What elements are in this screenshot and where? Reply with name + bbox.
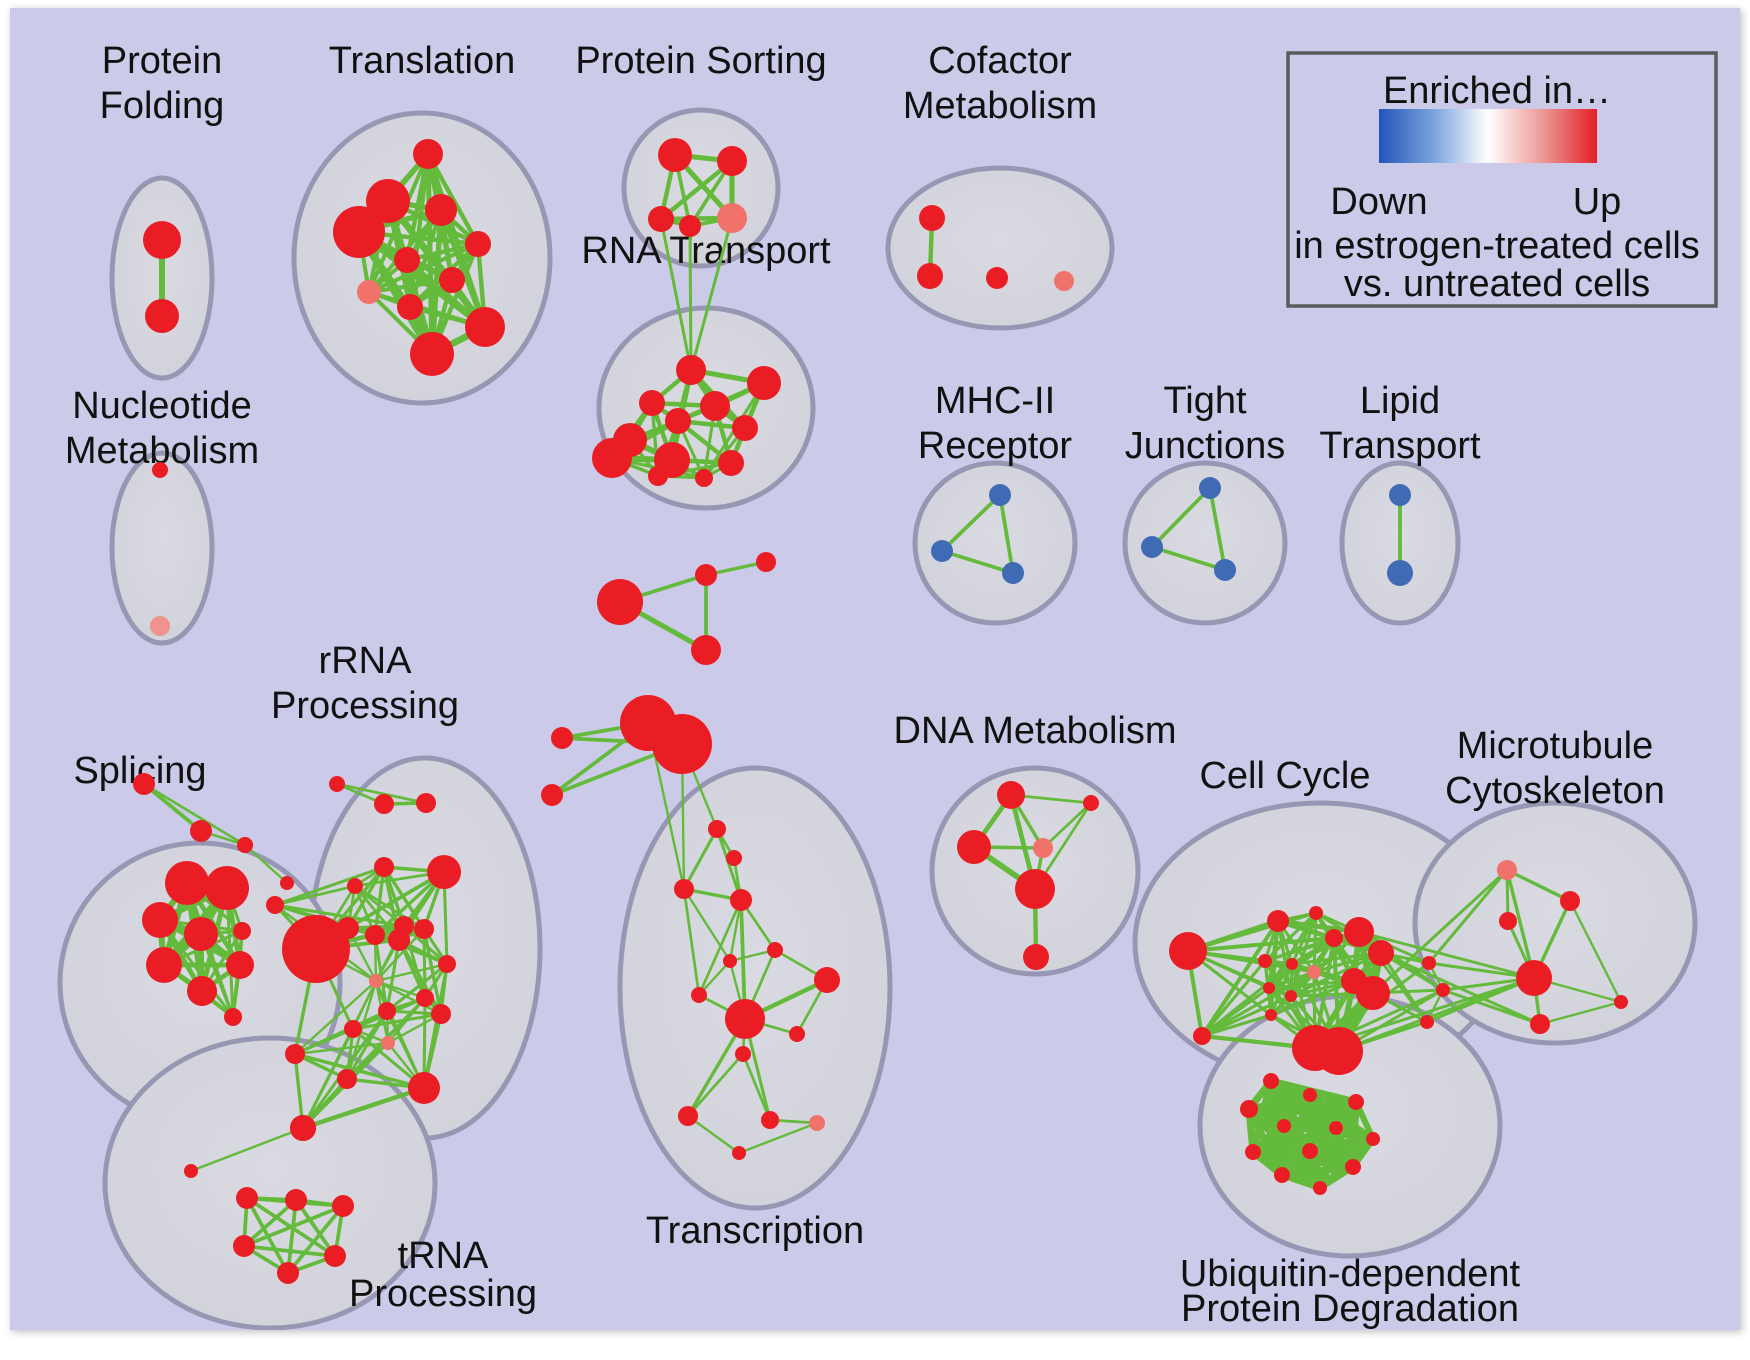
svg-text:Microtubule: Microtubule <box>1457 725 1653 767</box>
svg-text:Transcription: Transcription <box>646 1210 864 1252</box>
svg-text:DNA Metabolism: DNA Metabolism <box>894 710 1177 752</box>
svg-text:Translation: Translation <box>329 40 516 82</box>
svg-text:Protein: Protein <box>102 40 222 82</box>
svg-text:Down: Down <box>1330 181 1427 223</box>
svg-text:RNA Transport: RNA Transport <box>581 230 831 272</box>
svg-text:in estrogen-treated cells: in estrogen-treated cells <box>1294 225 1700 267</box>
svg-text:Folding: Folding <box>100 85 225 127</box>
svg-text:Lipid: Lipid <box>1360 380 1440 422</box>
svg-text:Cytoskeleton: Cytoskeleton <box>1445 770 1665 812</box>
svg-text:vs. untreated cells: vs. untreated cells <box>1344 263 1650 305</box>
svg-text:Cofactor: Cofactor <box>928 40 1072 82</box>
svg-text:Tight: Tight <box>1163 380 1247 422</box>
svg-text:Up: Up <box>1573 181 1622 223</box>
svg-text:Protein Sorting: Protein Sorting <box>575 40 826 82</box>
svg-text:tRNA: tRNA <box>398 1235 489 1277</box>
svg-text:Enriched in…: Enriched in… <box>1383 70 1611 112</box>
svg-text:Junctions: Junctions <box>1125 425 1286 467</box>
svg-text:Transport: Transport <box>1319 425 1481 467</box>
svg-text:MHC-II: MHC-II <box>935 380 1055 422</box>
svg-text:Metabolism: Metabolism <box>903 85 1097 127</box>
svg-text:Processing: Processing <box>271 685 459 727</box>
svg-text:Nucleotide: Nucleotide <box>72 385 252 427</box>
svg-text:rRNA: rRNA <box>319 640 413 682</box>
svg-text:Processing: Processing <box>349 1273 537 1315</box>
svg-text:Protein Degradation: Protein Degradation <box>1181 1288 1519 1330</box>
svg-text:Cell Cycle: Cell Cycle <box>1199 755 1370 797</box>
svg-text:Receptor: Receptor <box>918 425 1073 467</box>
